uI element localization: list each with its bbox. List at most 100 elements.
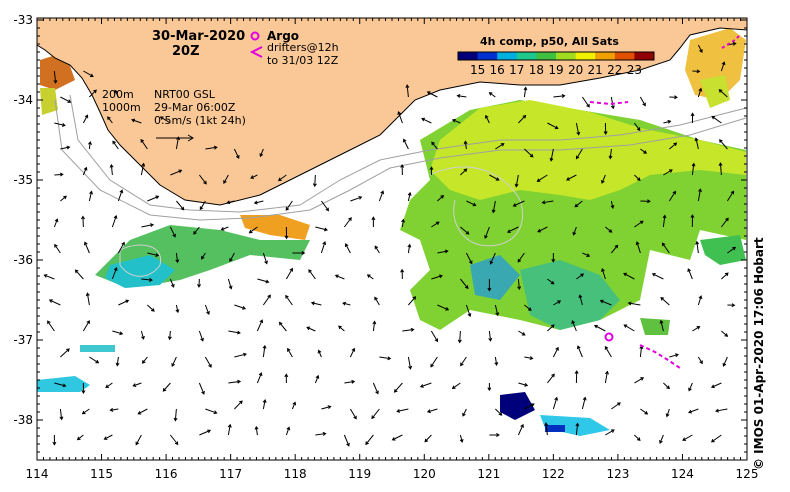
current-vector xyxy=(457,330,462,344)
current-vector xyxy=(314,374,320,384)
current-vector xyxy=(659,319,664,332)
current-vector xyxy=(396,408,409,413)
current-vector xyxy=(374,296,380,306)
current-vector xyxy=(608,148,613,160)
current-vector xyxy=(393,382,403,393)
current-vector xyxy=(400,268,405,280)
current-vector xyxy=(662,214,667,228)
drifter-tracks xyxy=(589,34,741,369)
current-vector xyxy=(668,190,676,202)
current-vector xyxy=(697,356,703,365)
current-vector xyxy=(576,345,583,358)
current-vector xyxy=(669,353,679,358)
y-tick-label: -34 xyxy=(13,93,33,107)
current-vector xyxy=(105,382,113,389)
current-vector xyxy=(437,304,450,311)
current-vector xyxy=(306,326,316,332)
current-vector xyxy=(402,327,415,332)
current-vector xyxy=(227,423,232,436)
current-vector xyxy=(220,226,229,231)
current-vector xyxy=(695,240,700,254)
current-vector xyxy=(253,200,264,205)
current-vector xyxy=(262,399,267,410)
sst-patch-central-blue xyxy=(470,255,520,300)
current-vector xyxy=(81,215,85,228)
current-vector xyxy=(198,382,205,395)
colorbar-segment xyxy=(575,52,596,60)
current-vector xyxy=(687,268,693,280)
current-vector xyxy=(514,174,519,188)
current-vector xyxy=(140,330,145,340)
current-vector xyxy=(291,401,297,410)
current-vector xyxy=(690,214,695,228)
current-vector xyxy=(372,382,379,395)
current-vector xyxy=(634,377,645,384)
colorbar-segment xyxy=(497,52,518,60)
current-vector xyxy=(651,273,664,280)
current-vector xyxy=(320,241,327,254)
current-vector xyxy=(137,408,148,415)
current-vector xyxy=(537,226,548,233)
current-vector xyxy=(391,434,403,441)
current-vector xyxy=(610,200,615,209)
current-vector xyxy=(147,252,160,257)
current-vector xyxy=(141,356,148,364)
current-vector xyxy=(718,89,728,98)
current-vector xyxy=(54,172,64,177)
current-vector xyxy=(162,382,171,392)
contour-label-200m: 200m xyxy=(102,88,134,101)
current-vector xyxy=(722,356,728,367)
colorbar xyxy=(457,51,655,61)
sst-patch-south-dark xyxy=(500,392,535,420)
current-vector xyxy=(575,422,580,436)
current-vector xyxy=(601,174,606,184)
current-vector xyxy=(278,321,287,332)
current-vector xyxy=(489,174,500,181)
current-vector xyxy=(285,426,291,436)
current-vector xyxy=(59,408,64,421)
current-vector xyxy=(378,190,385,202)
current-vector xyxy=(544,422,549,436)
current-vector xyxy=(226,200,235,205)
current-vector xyxy=(571,320,577,332)
current-vector xyxy=(167,330,172,341)
current-vector xyxy=(669,95,678,100)
colorbar-segment xyxy=(614,52,635,60)
sst-patch-west-blue xyxy=(105,255,175,288)
argo-legend-icon xyxy=(250,31,260,41)
current-vector xyxy=(634,220,644,228)
current-vector xyxy=(338,325,345,332)
x-tick-label: 123 xyxy=(606,467,629,481)
current-vector xyxy=(604,370,609,384)
current-vector xyxy=(262,252,268,265)
current-vector xyxy=(140,162,146,176)
current-vector xyxy=(169,434,179,446)
current-vector xyxy=(634,174,641,182)
time-label: 20Z xyxy=(172,44,200,59)
current-vector xyxy=(517,423,524,436)
current-vector xyxy=(320,200,330,212)
current-vector xyxy=(691,162,696,176)
current-vector xyxy=(175,252,180,264)
colorbar-segment xyxy=(516,52,537,60)
current-vector xyxy=(342,301,351,306)
current-vector xyxy=(465,252,473,265)
current-vector xyxy=(317,349,322,358)
current-vector xyxy=(371,408,380,420)
current-vector xyxy=(429,166,434,176)
current-vector xyxy=(491,200,496,214)
current-vector xyxy=(688,408,699,414)
sst-patch-south-blue2 xyxy=(545,425,565,432)
current-vector xyxy=(463,140,468,150)
sst-patch-northeast xyxy=(685,28,746,100)
current-vector xyxy=(574,370,579,384)
current-vector xyxy=(431,274,443,280)
current-vector xyxy=(205,145,218,150)
current-vector xyxy=(284,226,289,240)
credit-label: © IMOS 01-Apr-2020 17:06 Hobart xyxy=(752,237,766,470)
current-vector xyxy=(199,200,206,211)
current-vector xyxy=(663,169,673,176)
current-vector xyxy=(343,217,352,228)
current-vector xyxy=(277,174,287,182)
current-vector xyxy=(697,87,703,98)
